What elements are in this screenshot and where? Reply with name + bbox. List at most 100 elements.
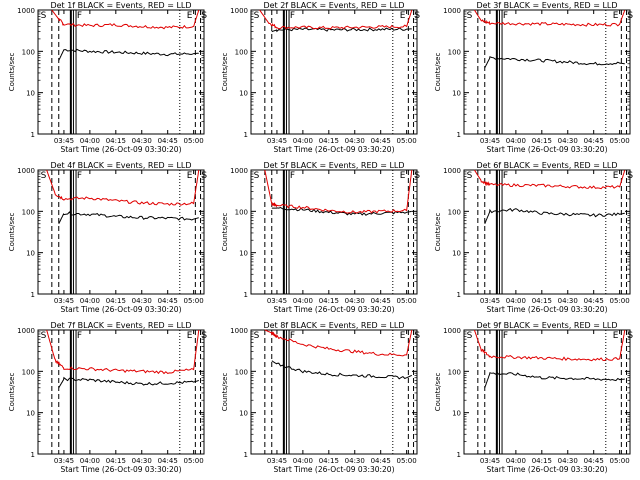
chart-svg: Det 3f BLACK = Events, RED = LLD 1 10 100 10… bbox=[434, 1, 633, 154]
y-axis-label: Counts/sec bbox=[221, 53, 229, 92]
lld-series-line bbox=[264, 329, 413, 357]
y-tick-label: 1000 bbox=[230, 327, 248, 335]
chart-svg: Det 1f BLACK = Events, RED = LLD 1 10 100 10… bbox=[8, 1, 207, 154]
marker-label: F bbox=[77, 331, 82, 341]
y-tick-label: 10 bbox=[26, 90, 35, 98]
plot-frame bbox=[37, 9, 205, 135]
events-series-line bbox=[484, 56, 625, 68]
marker-label: E bbox=[187, 331, 193, 341]
x-tick-label: 05:00 bbox=[184, 457, 204, 465]
marker-label: F bbox=[503, 331, 508, 341]
x-tick-label: 04:15 bbox=[106, 457, 126, 465]
x-axis-label: Start Time (26-Oct-09 03:30:20) bbox=[60, 145, 181, 154]
y-tick-label: 10 bbox=[26, 250, 35, 258]
x-tick-label: 04:00 bbox=[506, 137, 526, 145]
x-tick-label: 03:45 bbox=[54, 297, 74, 305]
y-tick-label: 1 bbox=[457, 451, 461, 459]
y-tick-label: 10 bbox=[26, 410, 35, 418]
marker-label: S bbox=[414, 331, 420, 341]
detector-panel: Det 6f BLACK = Events, RED = LLD 1 10 100 10… bbox=[426, 160, 639, 320]
x-tick-label: 04:45 bbox=[371, 457, 391, 465]
y-tick-label: 10 bbox=[452, 250, 461, 258]
x-tick-label: 04:30 bbox=[345, 457, 365, 465]
y-tick-label: 10 bbox=[239, 410, 248, 418]
y-tick-label: 10 bbox=[452, 90, 461, 98]
y-axis-label: Counts/sec bbox=[221, 373, 229, 412]
y-tick-label: 10 bbox=[239, 90, 248, 98]
x-tick-label: 03:45 bbox=[267, 297, 287, 305]
x-tick-label: 04:45 bbox=[158, 457, 178, 465]
y-tick-label: 1 bbox=[244, 451, 248, 459]
marker-label: S bbox=[414, 171, 420, 181]
x-tick-label: 04:15 bbox=[532, 137, 552, 145]
y-tick-label: 1000 bbox=[17, 167, 35, 175]
y-tick-label: 100 bbox=[235, 208, 248, 216]
x-axis-label: Start Time (26-Oct-09 03:30:20) bbox=[60, 465, 181, 474]
chart-title: Det 5f BLACK = Events, RED = LLD bbox=[263, 161, 404, 170]
events-series-line bbox=[484, 371, 625, 388]
x-axis-label: Start Time (26-Oct-09 03:30:20) bbox=[486, 145, 607, 154]
y-axis-label: Counts/sec bbox=[221, 213, 229, 252]
y-tick-label: 10 bbox=[452, 410, 461, 418]
marker-label: S bbox=[254, 11, 260, 21]
x-tick-label: 04:15 bbox=[106, 137, 126, 145]
plot-frame bbox=[37, 329, 205, 455]
y-tick-label: 1 bbox=[244, 291, 248, 299]
marker-label: E bbox=[400, 171, 406, 181]
chart-svg: Det 7f BLACK = Events, RED = LLD 1 10 100 10… bbox=[8, 321, 207, 474]
chart-title: Det 4f BLACK = Events, RED = LLD bbox=[50, 161, 191, 170]
marker-label: F bbox=[77, 11, 82, 21]
marker-label: S bbox=[467, 11, 473, 21]
x-tick-label: 05:00 bbox=[610, 457, 630, 465]
marker-label: S bbox=[627, 331, 633, 341]
y-tick-label: 1000 bbox=[443, 7, 461, 15]
x-tick-label: 04:45 bbox=[371, 137, 391, 145]
marker-label: F bbox=[503, 171, 508, 181]
marker-label: S bbox=[467, 171, 473, 181]
chart-title: Det 2f BLACK = Events, RED = LLD bbox=[263, 1, 404, 10]
lld-series-line bbox=[473, 9, 626, 27]
x-tick-label: 03:45 bbox=[54, 137, 74, 145]
chart-svg: Det 2f BLACK = Events, RED = LLD 1 10 100 10… bbox=[221, 1, 420, 154]
x-tick-label: 04:00 bbox=[80, 297, 100, 305]
y-axis-label: Counts/sec bbox=[8, 213, 16, 252]
chart-title: Det 3f BLACK = Events, RED = LLD bbox=[476, 1, 617, 10]
x-tick-label: 05:00 bbox=[397, 137, 417, 145]
x-tick-label: 04:30 bbox=[558, 457, 578, 465]
x-tick-label: 05:00 bbox=[610, 297, 630, 305]
marker-label: S bbox=[201, 11, 207, 21]
chart-title: Det 6f BLACK = Events, RED = LLD bbox=[476, 161, 617, 170]
x-tick-label: 04:00 bbox=[80, 457, 100, 465]
plot-frame bbox=[463, 9, 631, 135]
y-axis-label: Counts/sec bbox=[8, 53, 16, 92]
y-tick-label: 1 bbox=[31, 451, 35, 459]
x-tick-label: 05:00 bbox=[610, 137, 630, 145]
lld-series-line bbox=[46, 169, 200, 206]
x-tick-label: 04:00 bbox=[506, 457, 526, 465]
y-tick-label: 100 bbox=[22, 208, 35, 216]
y-axis-label: Counts/sec bbox=[434, 213, 442, 252]
x-tick-label: 04:15 bbox=[532, 297, 552, 305]
x-tick-label: 03:45 bbox=[267, 137, 287, 145]
detector-panel: Det 3f BLACK = Events, RED = LLD 1 10 100 10… bbox=[426, 0, 639, 160]
x-axis-label: Start Time (26-Oct-09 03:30:20) bbox=[486, 305, 607, 314]
x-tick-label: 04:15 bbox=[319, 457, 339, 465]
y-axis-label: Counts/sec bbox=[434, 53, 442, 92]
lld-series-line bbox=[46, 329, 200, 375]
y-tick-label: 1 bbox=[31, 131, 35, 139]
x-tick-label: 03:45 bbox=[54, 457, 74, 465]
x-tick-label: 04:15 bbox=[532, 457, 552, 465]
lld-series-line bbox=[51, 9, 200, 30]
x-tick-label: 03:45 bbox=[480, 137, 500, 145]
plot-frame bbox=[37, 169, 205, 295]
chart-svg: Det 4f BLACK = Events, RED = LLD 1 10 100 10… bbox=[8, 161, 207, 314]
marker-label: S bbox=[414, 11, 420, 21]
x-tick-label: 04:45 bbox=[584, 457, 604, 465]
y-tick-label: 100 bbox=[448, 368, 461, 376]
marker-label: S bbox=[41, 331, 47, 341]
x-tick-label: 05:00 bbox=[397, 457, 417, 465]
marker-label: S bbox=[254, 171, 260, 181]
x-tick-label: 04:45 bbox=[584, 297, 604, 305]
chart-svg: Det 6f BLACK = Events, RED = LLD 1 10 100 10… bbox=[434, 161, 633, 314]
